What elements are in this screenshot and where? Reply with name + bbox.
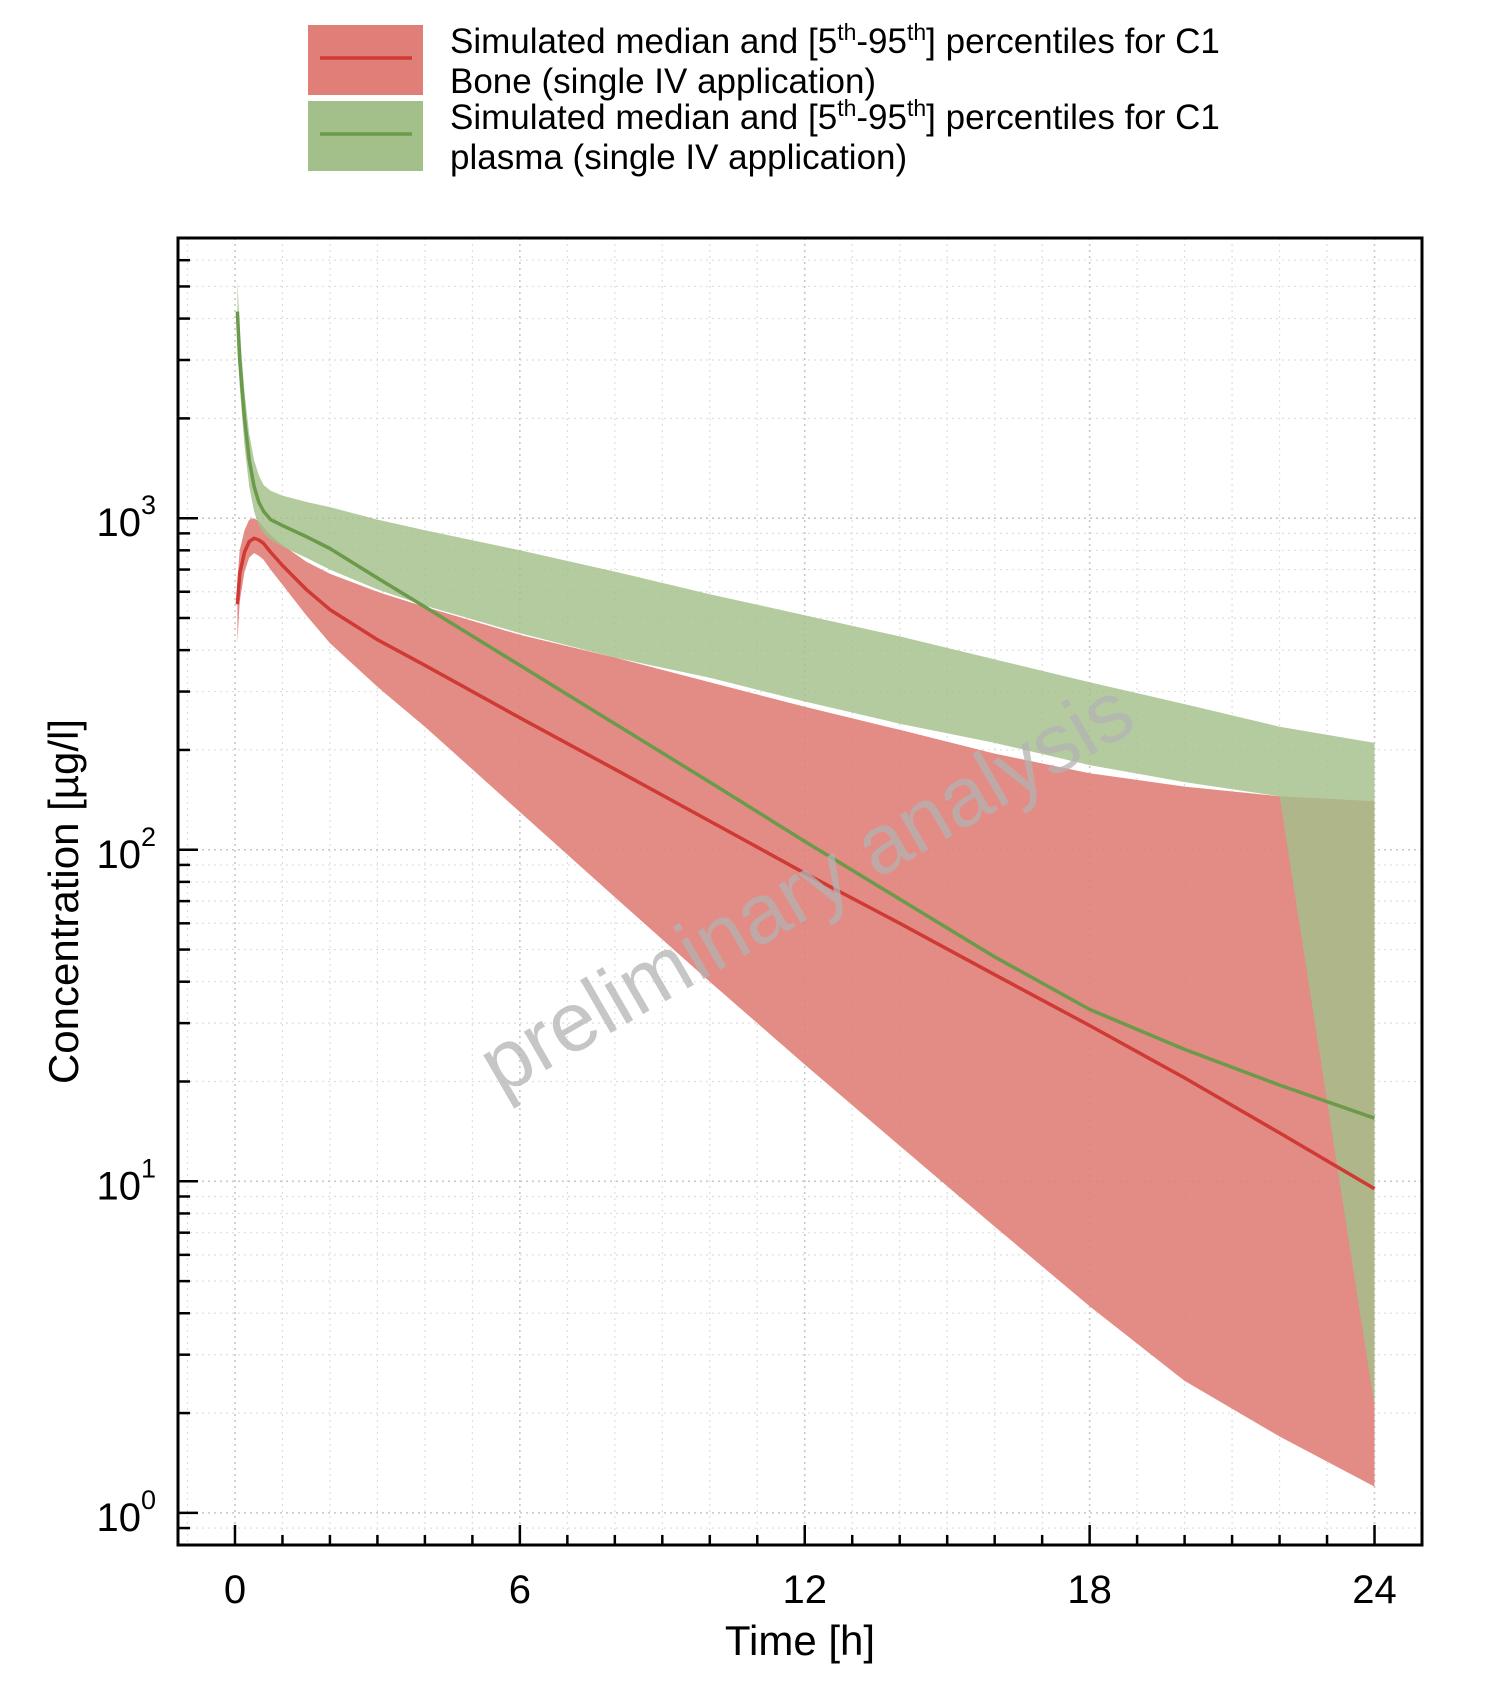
x-tick-label: 6 bbox=[509, 1568, 531, 1612]
y-tick-label: 103 bbox=[96, 490, 156, 545]
y-tick-label: 101 bbox=[96, 1153, 156, 1208]
x-tick-label: 0 bbox=[224, 1568, 246, 1612]
legend-swatch-band bbox=[308, 101, 423, 171]
x-tick-label: 24 bbox=[1352, 1568, 1397, 1612]
legend-label-line: Simulated median and [5th-95th] percenti… bbox=[450, 19, 1220, 61]
y-axis-title: Concentration [µg/l] bbox=[40, 719, 87, 1084]
percentile-band-series-2 bbox=[237, 280, 1375, 1406]
grid bbox=[178, 237, 1423, 1546]
x-tick-label: 18 bbox=[1067, 1568, 1112, 1612]
legend-swatch-band bbox=[308, 25, 423, 95]
legend-label-line: Bone (single IV application) bbox=[450, 62, 876, 101]
legend: Simulated median and [5th-95th] percenti… bbox=[308, 19, 1220, 177]
median-line-series-1 bbox=[235, 536, 1376, 1191]
x-axis-title: Time [h] bbox=[725, 1617, 875, 1664]
median-line-series-2 bbox=[235, 311, 1376, 1120]
legend-item-series-1: Simulated median and [5th-95th] percenti… bbox=[308, 19, 1220, 101]
axes: 0 6 12 18 24 100 101 102 103 bbox=[96, 236, 1424, 1612]
y-tick-label: 100 bbox=[96, 1485, 156, 1540]
y-tick-label: 102 bbox=[96, 822, 156, 877]
plot-frame bbox=[176, 236, 1424, 1547]
legend-label-line: Simulated median and [5th-95th] percenti… bbox=[450, 95, 1220, 137]
percentile-band-series-1 bbox=[237, 518, 1375, 1487]
x-tick-label: 12 bbox=[782, 1568, 827, 1612]
plot-area bbox=[235, 280, 1376, 1487]
legend-label-line: plasma (single IV application) bbox=[450, 138, 907, 177]
legend-item-series-2: Simulated median and [5th-95th] percenti… bbox=[308, 95, 1220, 177]
